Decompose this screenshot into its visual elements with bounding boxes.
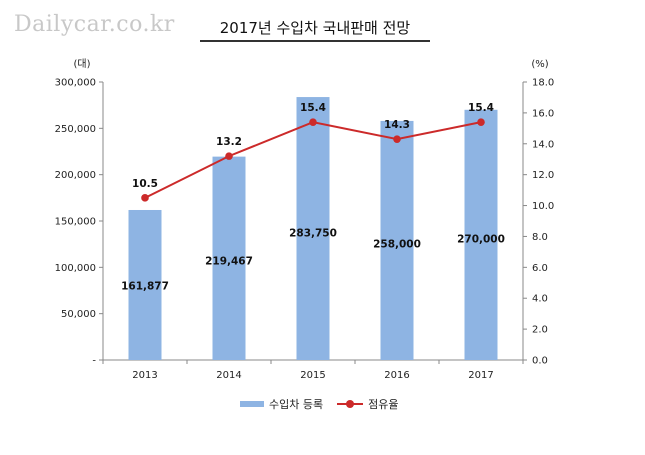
bar-data-label: 270,000 — [457, 233, 505, 245]
bar-data-label: 283,750 — [289, 227, 337, 239]
bar-2014 — [212, 156, 246, 360]
watermark: Dailycar.co.kr — [14, 12, 175, 37]
y-left-tick-label: 50,000 — [61, 309, 96, 320]
bar-2013 — [128, 209, 162, 360]
y-right-tick-label: 12.0 — [532, 170, 554, 181]
y-right-tick-label: 6.0 — [532, 263, 548, 274]
x-tick-label: 2014 — [216, 370, 241, 381]
y-left-tick-label: 250,000 — [55, 124, 96, 135]
share-point-2016 — [393, 135, 401, 143]
legend-line-label: 점유율 — [368, 398, 399, 411]
share-point-2013 — [141, 194, 149, 202]
y-right-tick-label: 10.0 — [532, 201, 554, 212]
share-point-2015 — [309, 118, 317, 126]
bar-2016 — [380, 120, 414, 360]
x-tick-label: 2015 — [300, 370, 325, 381]
legend: 수입차 등록 점유율 — [240, 396, 412, 412]
line-data-label: 14.3 — [384, 119, 410, 131]
y-right-tick-label: 4.0 — [532, 294, 548, 305]
line-data-label: 10.5 — [132, 178, 158, 190]
x-tick-label: 2016 — [384, 370, 409, 381]
y-right-tick-label: 16.0 — [532, 108, 554, 119]
y-right-tick-label: 14.0 — [532, 139, 554, 150]
x-tick-label: 2013 — [132, 370, 157, 381]
legend-item-bar: 수입차 등록 — [240, 396, 323, 412]
share-point-2017 — [477, 118, 485, 126]
legend-line-swatch — [337, 399, 364, 409]
y-right-tick-label: 18.0 — [532, 78, 554, 89]
y-left-tick-label: 150,000 — [55, 217, 96, 228]
line-data-label: 15.4 — [300, 102, 326, 114]
line-data-label: 13.2 — [216, 136, 242, 148]
y-left-tick-label: - — [92, 356, 96, 367]
chart-title: 2017년 수입차 국내판매 전망 — [200, 17, 430, 42]
y-left-tick-label: 200,000 — [55, 170, 96, 181]
y-right-tick-label: 8.0 — [532, 232, 548, 243]
x-tick-label: 2017 — [468, 370, 493, 381]
legend-bar-swatch — [240, 401, 264, 407]
bar-data-label: 161,877 — [121, 280, 169, 292]
bar-2015 — [296, 97, 330, 360]
bar-2017 — [464, 109, 498, 360]
line-data-label: 15.4 — [468, 102, 494, 114]
y-right-tick-label: 0.0 — [532, 356, 548, 367]
y-left-tick-label: 300,000 — [55, 78, 96, 89]
legend-item-line: 점유율 — [337, 396, 398, 412]
legend-bar-label: 수입차 등록 — [269, 398, 324, 411]
y-left-unit: (대) — [73, 58, 90, 70]
y-right-tick-label: 2.0 — [532, 325, 548, 336]
y-left-tick-label: 100,000 — [55, 263, 96, 274]
bar-data-label: 219,467 — [205, 255, 253, 267]
bar-data-label: 258,000 — [373, 239, 421, 251]
y-right-unit: (%) — [531, 59, 548, 70]
share-point-2014 — [225, 152, 233, 160]
